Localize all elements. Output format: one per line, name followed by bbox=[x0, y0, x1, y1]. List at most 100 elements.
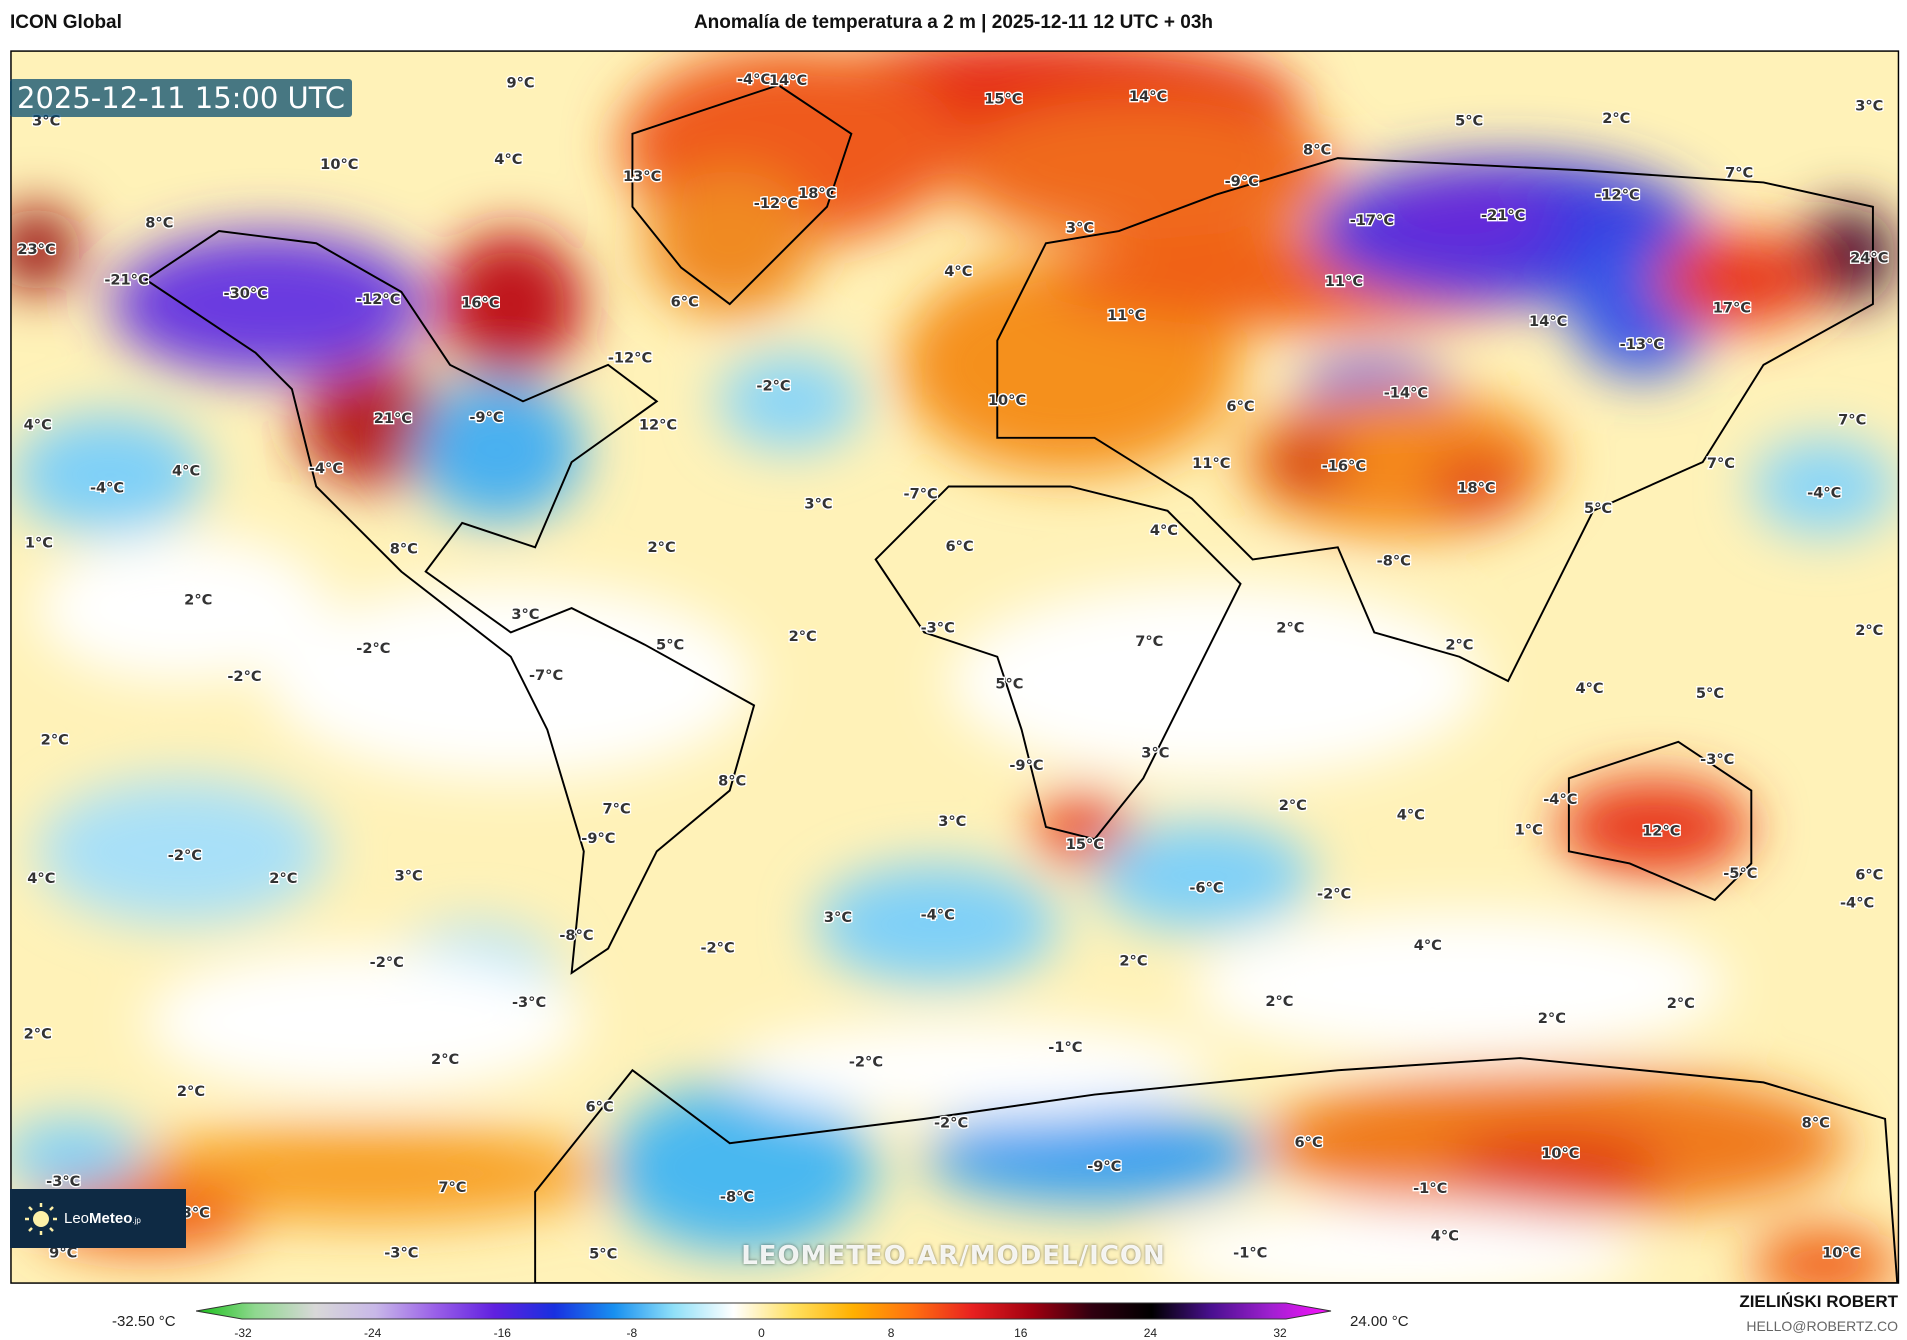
temperature-label: 15°C bbox=[984, 90, 1022, 107]
temperature-label: -5°C bbox=[1723, 865, 1757, 882]
temperature-label: -2°C bbox=[370, 954, 404, 971]
temperature-label: 12°C bbox=[1642, 823, 1680, 840]
anomaly-patch bbox=[121, 1124, 609, 1223]
valid-time-badge: 2025-12-11 15:00 UTC bbox=[10, 79, 353, 117]
anomaly-patch bbox=[1556, 778, 1752, 876]
temperature-label: -8°C bbox=[720, 1189, 754, 1206]
anomaly-patch bbox=[1033, 790, 1132, 864]
temperature-label: 7°C bbox=[1838, 411, 1866, 428]
temperature-label: 1°C bbox=[25, 534, 53, 551]
app-title: ICON Global bbox=[10, 12, 122, 33]
temperature-label: 2°C bbox=[1538, 1010, 1566, 1027]
anomaly-patch bbox=[36, 535, 329, 682]
temperature-label: -2°C bbox=[700, 939, 734, 956]
colorbar-tick: 24 bbox=[1143, 1326, 1158, 1340]
temperature-label: 2°C bbox=[648, 539, 676, 556]
temperature-label: 2°C bbox=[1265, 993, 1293, 1010]
temperature-label: 5°C bbox=[1455, 112, 1483, 129]
temperature-label: 8°C bbox=[390, 540, 418, 557]
temperature-label: -4°C bbox=[1543, 791, 1577, 808]
anomaly-patch bbox=[267, 583, 755, 779]
temperature-label: -14°C bbox=[1384, 385, 1428, 402]
temperature-label: 16°C bbox=[461, 295, 499, 312]
anomaly-patch bbox=[413, 377, 584, 523]
temperature-label: -9°C bbox=[581, 830, 615, 847]
temperature-label: -9°C bbox=[1225, 173, 1259, 190]
temperature-label: -2°C bbox=[756, 377, 790, 394]
temperature-label: 4°C bbox=[1414, 937, 1442, 954]
temperature-label: 4°C bbox=[27, 870, 55, 887]
temperature-label: 23°C bbox=[17, 241, 55, 258]
temperature-label: -3°C bbox=[1700, 751, 1734, 768]
temperature-label: -3°C bbox=[384, 1245, 418, 1262]
temperature-label: 7°C bbox=[438, 1179, 466, 1196]
temperature-label: 6°C bbox=[946, 538, 974, 555]
temperature-label: 24°C bbox=[1850, 250, 1888, 267]
colorbar-tick: -8 bbox=[626, 1326, 638, 1340]
coastlines bbox=[144, 84, 1899, 1284]
temperature-label: 14°C bbox=[1129, 88, 1167, 105]
temperature-label: 3°C bbox=[938, 813, 966, 830]
leometeo-logo[interactable]: LeoMeteo.jp bbox=[10, 1189, 186, 1248]
temperature-label: 3°C bbox=[1855, 98, 1883, 115]
temperature-label: 4°C bbox=[172, 463, 200, 480]
temperature-label: 11°C bbox=[1192, 455, 1230, 472]
temperature-label: 3°C bbox=[1141, 745, 1169, 762]
temperature-label: 6°C bbox=[671, 293, 699, 310]
anomaly-patch bbox=[1264, 431, 1350, 493]
temperature-labels: 9°C -4°C14°C15°C 14°C3°C3°C 5°C 2°C10°C 4°C13… bbox=[16, 70, 1890, 1264]
temperature-label: 2°C bbox=[1445, 636, 1473, 653]
temperature-label: -4°C bbox=[737, 71, 771, 88]
anomaly-patch bbox=[729, 1021, 1217, 1119]
temperature-label: 7°C bbox=[1135, 633, 1163, 650]
temperature-label: 5°C bbox=[1696, 685, 1724, 702]
anomaly-patch bbox=[1427, 456, 1526, 517]
temperature-label: 9°C bbox=[506, 75, 534, 92]
watermark: LEOMETEO.AR/MODEL/ICON bbox=[741, 1241, 1166, 1271]
temperature-label: -6°C bbox=[1189, 880, 1223, 897]
temperature-label: -2°C bbox=[849, 1054, 883, 1071]
anomaly-patch bbox=[608, 1082, 876, 1253]
temperature-label: -12°C bbox=[608, 349, 652, 366]
colorbar-min-label: -32.50 °C bbox=[112, 1313, 176, 1330]
temperature-label: 3°C bbox=[1066, 219, 1094, 236]
temperature-label: -12°C bbox=[754, 195, 798, 212]
anomaly-patch bbox=[1155, 1204, 1642, 1284]
author-credit: ZIELIŃSKI ROBERT bbox=[1739, 1292, 1898, 1311]
colorbar-tick: 16 bbox=[1014, 1326, 1028, 1340]
temperature-label: 15°C bbox=[1066, 836, 1104, 853]
temperature-label: 10°C bbox=[988, 392, 1026, 409]
author-email[interactable]: HELLO@ROBERTZ.CO bbox=[1746, 1318, 1898, 1334]
temperature-label: 6°C bbox=[1295, 1134, 1323, 1151]
anomaly-patch bbox=[1751, 437, 1898, 536]
temperature-label: -13°C bbox=[1620, 336, 1664, 353]
temperature-label: 2°C bbox=[24, 1026, 52, 1043]
temperature-label: 6°C bbox=[1226, 398, 1254, 415]
temperature-label: 7°C bbox=[1725, 165, 1753, 182]
temperature-label: 17°C bbox=[1713, 300, 1751, 317]
anomaly-patch bbox=[12, 413, 207, 536]
anomaly-patch bbox=[109, 231, 426, 378]
colorbar-tick: -16 bbox=[493, 1326, 511, 1340]
temperature-label: -12°C bbox=[1595, 186, 1639, 203]
temperature-label: 8°C bbox=[145, 214, 173, 231]
temperature-label: -9°C bbox=[1087, 1158, 1121, 1175]
temperature-label: 4°C bbox=[1150, 522, 1178, 539]
temperature-label: 4°C bbox=[944, 263, 972, 280]
temperature-label: 5°C bbox=[995, 675, 1023, 692]
temperature-label: 3°C bbox=[395, 868, 423, 885]
temperature-label: 10°C bbox=[320, 156, 358, 173]
temperature-label: -16°C bbox=[1322, 458, 1366, 475]
colorbar-tick: -24 bbox=[363, 1326, 382, 1340]
temperature-label: 13°C bbox=[623, 168, 661, 185]
temperature-label: 11°C bbox=[1107, 307, 1145, 324]
temperature-label: -7°C bbox=[904, 486, 938, 503]
temperature-label: 3°C bbox=[804, 495, 832, 512]
temperature-label: 3°C bbox=[511, 606, 539, 623]
anomaly-patch bbox=[1447, 1131, 1667, 1205]
colorbar-tick: 32 bbox=[1273, 1326, 1287, 1340]
temperature-label: 18°C bbox=[798, 185, 836, 202]
temperature-label: 4°C bbox=[1431, 1227, 1459, 1244]
temperature-label: 1°C bbox=[1515, 821, 1543, 838]
anomaly-patch bbox=[1191, 912, 1727, 1059]
